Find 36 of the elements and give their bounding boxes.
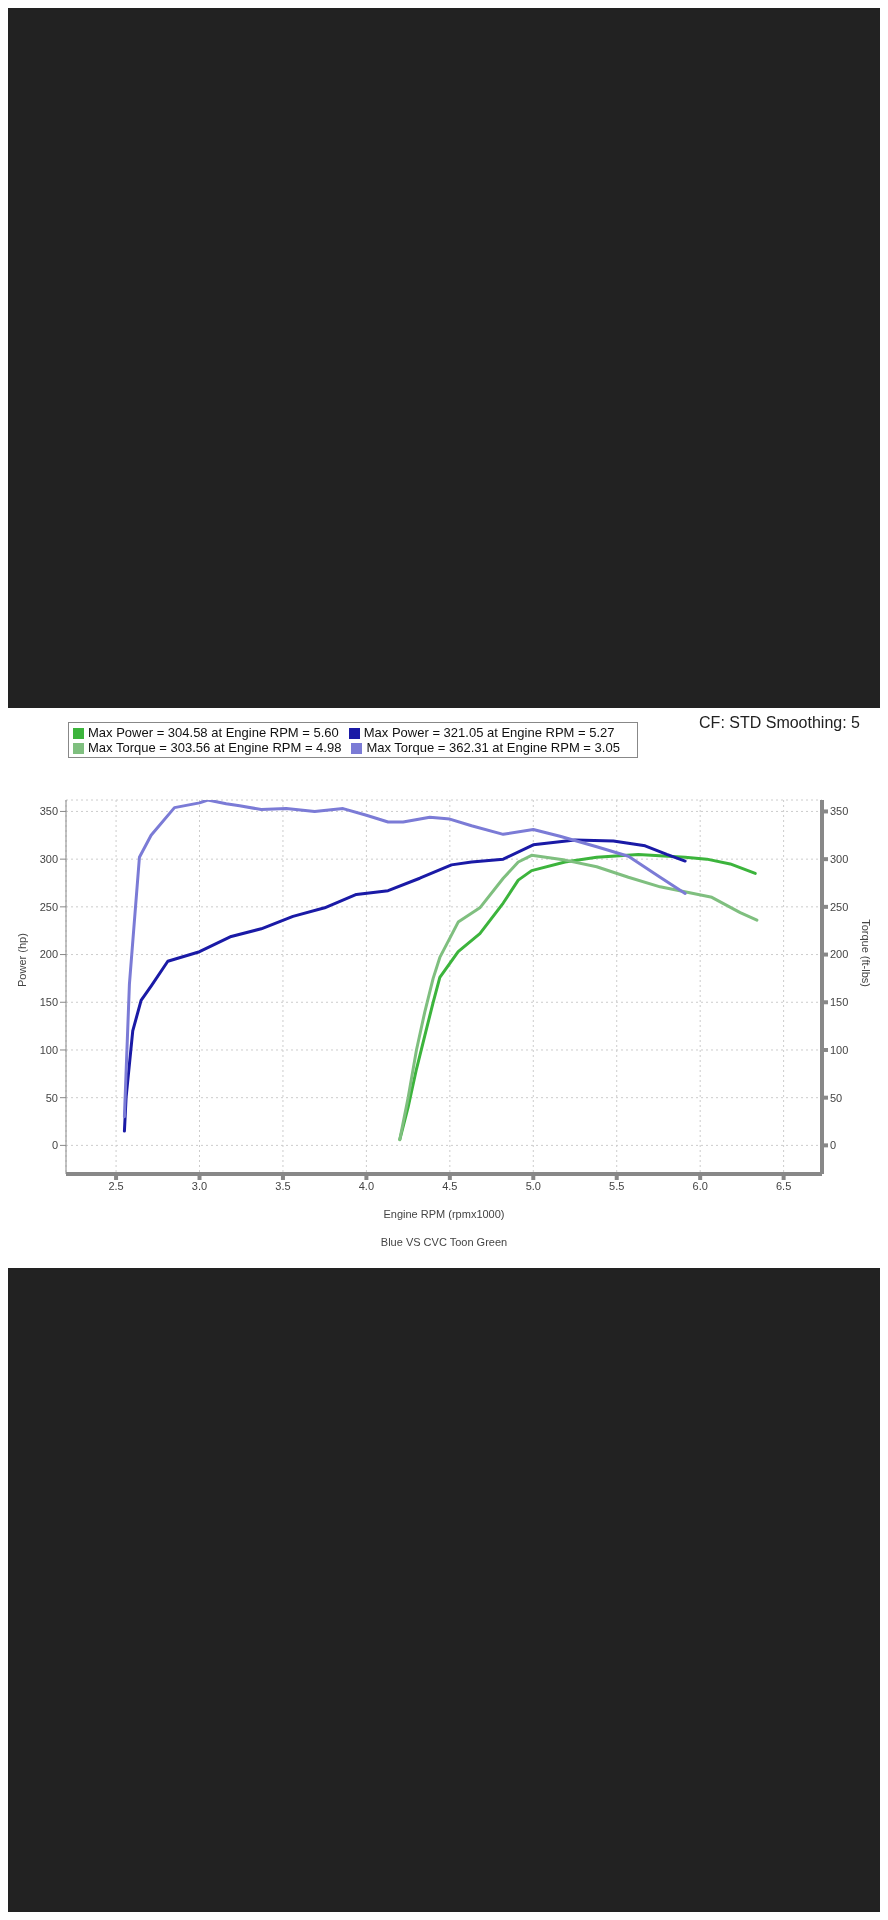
y-tick-label: 300 bbox=[39, 853, 58, 866]
x-tick-label: 3.0 bbox=[191, 1179, 208, 1192]
x-tick-label: 4.0 bbox=[358, 1179, 375, 1192]
y2-tick-label: 350 bbox=[830, 805, 849, 818]
text: CF: STD Smoothing: 5 bbox=[699, 714, 860, 732]
line-series bbox=[122, 838, 687, 1133]
y2-tick-label: 300 bbox=[830, 853, 849, 866]
x-tick-label: 2.5 bbox=[108, 1179, 124, 1192]
legend-label: Max Power = 304.58 at Engine RPM = 5.60 bbox=[88, 725, 339, 740]
y-tick-label: 0 bbox=[51, 1139, 58, 1152]
legend-label: Max Power = 321.05 at Engine RPM = 5.27 bbox=[363, 725, 615, 740]
x-tick-label: 3.5 bbox=[275, 1179, 291, 1192]
line-series bbox=[122, 800, 687, 1119]
y2-axis-title: Torque (ft-lbs) bbox=[860, 919, 873, 987]
legend-label: Max Torque = 303.56 at Engine RPM = 4.98 bbox=[88, 740, 342, 755]
y2-tick-label: 250 bbox=[830, 900, 849, 913]
x-tick-label: 4.5 bbox=[442, 1179, 458, 1192]
x-axis-title: Engine RPM (rpmx1000) bbox=[383, 1208, 505, 1220]
y-tick-label: 350 bbox=[39, 805, 58, 818]
y2-tick-label: 50 bbox=[830, 1091, 843, 1104]
y-tick-label: 150 bbox=[39, 996, 58, 1009]
legend-label: Max Torque = 362.31 at Engine RPM = 3.05 bbox=[366, 740, 620, 755]
y2-tick-label: 100 bbox=[830, 1043, 849, 1056]
x-tick-label: 6.0 bbox=[692, 1179, 708, 1192]
x-tick-label: 6.5 bbox=[775, 1179, 792, 1192]
y2-tick-label: 200 bbox=[830, 948, 849, 961]
y-tick-label: 200 bbox=[39, 948, 58, 961]
y2-tick-label: 150 bbox=[830, 996, 849, 1009]
x-tick-label: 5.0 bbox=[525, 1179, 541, 1192]
x-tick-label: 5.5 bbox=[609, 1179, 625, 1192]
y2-tick-label: 0 bbox=[830, 1139, 837, 1152]
y-tick-label: 250 bbox=[39, 900, 58, 913]
y-tick-label: 100 bbox=[39, 1043, 58, 1056]
y-tick-label: 50 bbox=[45, 1091, 58, 1104]
text: Blue VS CVC Toon Green bbox=[379, 1236, 509, 1248]
y-axis-title: Power (hp) bbox=[15, 933, 28, 987]
